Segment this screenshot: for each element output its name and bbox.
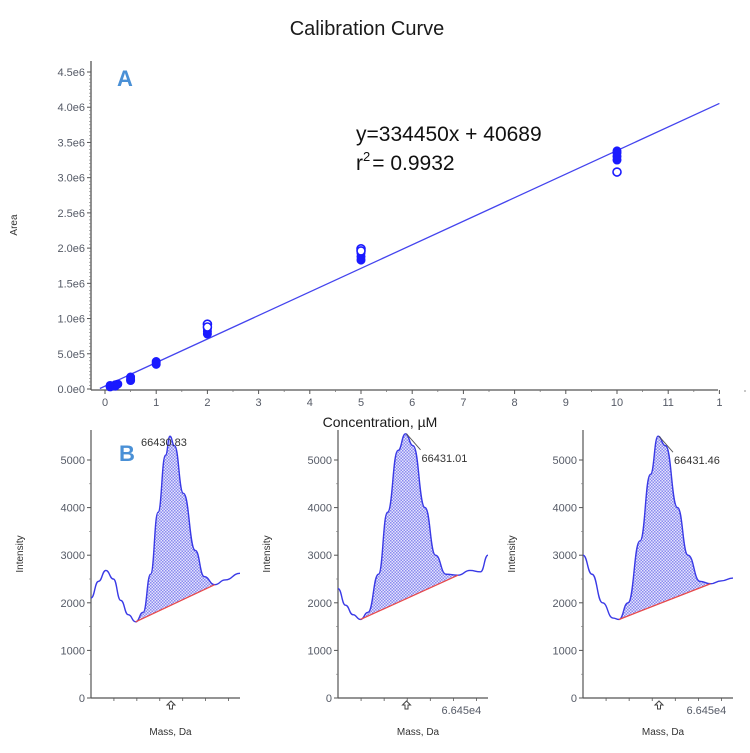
spectrum-subplot-1: 0 1000 2000 3000 4000 5000 Intensity Mass, Da 66… (15, 430, 241, 738)
x-tick-label: 11 (662, 397, 673, 409)
y-tick-label: 4000 (308, 503, 332, 515)
regression-line (99, 102, 720, 390)
y-tick-label: 1.0e6 (57, 314, 85, 326)
data-points (105, 146, 622, 392)
y-tick-label: 4000 (61, 503, 85, 515)
r-squared-value: = 0.9932 (372, 152, 454, 175)
r-squared-label: r2= 0.9932 (356, 149, 455, 175)
x-tick-label: 7 (460, 397, 466, 409)
y-tick-label: 2000 (61, 598, 85, 610)
x-tick-label: 6.645e4 (687, 705, 727, 717)
filled-data-point (151, 357, 161, 367)
peak-label-leader (658, 435, 674, 453)
y-tick-label: 2000 (308, 598, 332, 610)
y-axis-label: Intensity (15, 535, 26, 572)
spectrum-subplot-3: 0 1000 2000 3000 4000 5000 Intensity Mass, Da 66… (507, 430, 734, 738)
y-tick-label: 3000 (553, 550, 577, 562)
x-tick-label: 0 (102, 397, 108, 409)
spectrum-subplot-2: 0 1000 2000 3000 4000 5000 Intensity Mass, Da 66… (262, 430, 489, 738)
y-tick-label: 2000 (553, 598, 577, 610)
r-squared-prefix: r (356, 152, 363, 175)
y-tick-label: 4.0e6 (57, 102, 85, 114)
y-tick-label: 0 (79, 693, 85, 705)
x-axis-label: Mass, Da (149, 727, 192, 738)
y-axis-label: Area (9, 214, 20, 236)
y-tick-label: 0.0e0 (57, 384, 85, 396)
apex-arrow-icon (401, 700, 412, 710)
x-tick-label: 2 (204, 397, 210, 409)
apex-arrow-icon (653, 700, 665, 710)
calibration-curve-panel: Calibration Curve A Area Concentration, … (9, 18, 746, 430)
open-data-point (356, 246, 366, 256)
regression-equation: y=334450x + 40689 (356, 123, 542, 146)
y-tick-label: 2.0e6 (57, 243, 85, 255)
y-tick-label: 3.0e6 (57, 173, 85, 185)
y-tick-label: 2.5e6 (57, 208, 85, 220)
y-tick-label: 1000 (61, 645, 85, 657)
x-tick-label: 6.645e4 (442, 705, 482, 717)
open-data-point (612, 167, 622, 177)
baseline-line (360, 574, 459, 621)
peak-mass-label: 66430.83 (141, 437, 187, 449)
panel-letter-b: B (119, 441, 135, 466)
y-tick-label: 3.5e6 (57, 137, 85, 149)
baseline-line (618, 583, 711, 621)
x-ticks: 0 1 2 3 4 5 6 7 8 9 10 11 1 (102, 390, 746, 409)
spectrum-curve (337, 433, 489, 621)
filled-data-point (113, 379, 123, 389)
peak-area-fill (619, 436, 711, 620)
spectrum-curve (582, 435, 734, 621)
x-axis-label: Concentration, µM (323, 414, 438, 430)
apex-arrow-icon (165, 700, 177, 710)
y-axis-label: Intensity (507, 535, 518, 572)
peak-area-fill (135, 436, 215, 622)
x-tick-label: 1 (716, 397, 722, 409)
panel-letter-a: A (117, 66, 133, 91)
r-squared-superscript: 2 (363, 149, 370, 164)
y-tick-label: 1000 (308, 645, 332, 657)
y-tick-label: 5000 (553, 455, 577, 467)
y-tick-label: 4.5e6 (57, 67, 85, 79)
peak-mass-label: 66431.46 (674, 455, 720, 467)
y-tick-label: 1000 (553, 645, 577, 657)
y-tick-label: 4000 (553, 503, 577, 515)
x-tick-label: 4 (307, 397, 313, 409)
y-axis-label: Intensity (262, 535, 273, 572)
peak-area-fill (360, 433, 458, 620)
x-tick-label: 10 (611, 397, 623, 409)
y-tick-label: 0 (326, 693, 332, 705)
x-tick-label: 8 (512, 397, 518, 409)
x-tick-label: 1 (153, 397, 159, 409)
x-axis-label: Mass, Da (397, 727, 440, 738)
x-tick-label: 6 (409, 397, 415, 409)
open-data-point (202, 322, 213, 332)
x-axis-label: Mass, Da (642, 727, 685, 738)
x-tick-label: 5 (358, 397, 364, 409)
y-tick-label: 3000 (61, 550, 85, 562)
peak-mass-label: 66431.01 (422, 453, 468, 465)
spectra-panel: 0 1000 2000 3000 4000 5000 Intensity Mass, Da 66… (15, 430, 734, 738)
y-ticks: 0.0e0 5.0e5 1.0e6 1.5e6 2.0e6 2.5e6 3.0e6 3.5e6… (57, 67, 91, 396)
filled-data-point (126, 372, 136, 382)
baseline-line (135, 584, 215, 623)
spectrum-curve (90, 435, 241, 623)
peak-label-leader (406, 433, 421, 451)
chart-title: Calibration Curve (290, 18, 445, 40)
y-tick-label: 1.5e6 (57, 278, 85, 290)
x-tick-label: 3 (256, 397, 262, 409)
y-tick-label: 3000 (308, 550, 332, 562)
y-tick-label: 0 (571, 693, 577, 705)
y-tick-label: 5.0e5 (57, 349, 85, 361)
filled-data-point (612, 146, 622, 156)
y-tick-label: 5000 (61, 455, 85, 467)
y-tick-label: 5000 (308, 455, 332, 467)
axes (90, 61, 718, 391)
x-tick-label: 9 (563, 397, 569, 409)
